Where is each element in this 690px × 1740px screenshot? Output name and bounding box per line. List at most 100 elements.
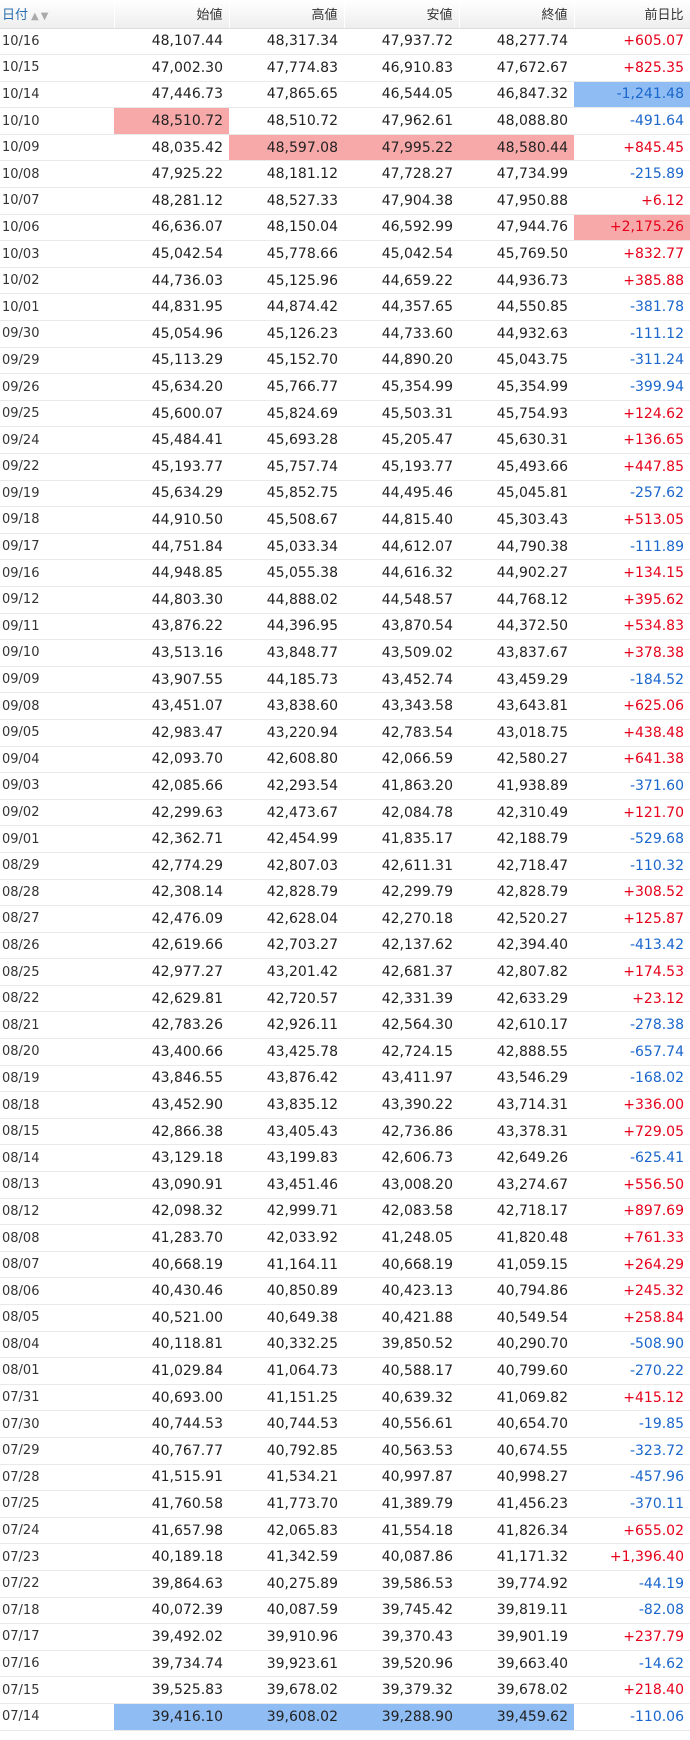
date-cell: 10/02	[0, 267, 114, 295]
date-cell: 07/31	[0, 1384, 114, 1412]
high-cell: 45,766.77	[229, 373, 344, 401]
high-cell: 48,597.08	[229, 134, 344, 162]
open-cell: 41,657.98	[114, 1517, 229, 1545]
date-cell: 09/11	[0, 613, 114, 641]
change-cell: +237.79	[574, 1623, 690, 1651]
date-cell: 10/03	[0, 240, 114, 268]
open-cell: 43,513.16	[114, 639, 229, 667]
high-cell: 48,527.33	[229, 187, 344, 215]
open-cell: 39,525.83	[114, 1676, 229, 1704]
date-cell: 07/14	[0, 1703, 114, 1731]
date-cell: 08/21	[0, 1011, 114, 1040]
low-cell: 44,612.07	[344, 533, 459, 561]
low-cell: 40,668.19	[344, 1251, 459, 1279]
close-cell: 47,944.76	[459, 214, 574, 242]
close-cell: 42,610.17	[459, 1011, 574, 1040]
date-cell: 09/18	[0, 506, 114, 534]
high-cell: 40,649.38	[229, 1304, 344, 1332]
table-row: 08/27 42,476.09 42,628.04 42,270.18 42,520.2…	[0, 905, 690, 933]
close-cell: 43,837.67	[459, 639, 574, 667]
date-cell: 10/15	[0, 54, 114, 82]
low-cell: 47,937.72	[344, 28, 459, 56]
open-column-header[interactable]: 始値	[114, 0, 230, 29]
open-cell: 45,634.20	[114, 373, 229, 401]
close-cell: 45,303.43	[459, 506, 574, 534]
change-cell: +438.48	[574, 719, 690, 747]
low-cell: 44,890.20	[344, 347, 459, 375]
date-cell: 09/26	[0, 373, 114, 401]
close-cell: 44,372.50	[459, 613, 574, 641]
sort-up-down-icon[interactable]: ▲▼	[31, 11, 51, 23]
change-cell: +415.12	[574, 1384, 690, 1412]
change-cell: +825.35	[574, 54, 690, 82]
change-cell: +6.12	[574, 187, 690, 215]
change-cell: +124.62	[574, 400, 690, 428]
open-cell: 43,846.55	[114, 1065, 229, 1093]
table-row: 09/18 44,910.50 45,508.67 44,815.40 45,303.4…	[0, 506, 690, 534]
date-cell: 09/22	[0, 453, 114, 481]
high-column-header[interactable]: 高値	[229, 0, 345, 29]
close-cell: 42,828.79	[459, 879, 574, 907]
close-cell: 43,459.29	[459, 666, 574, 694]
date-cell: 08/04	[0, 1331, 114, 1359]
low-cell: 42,066.59	[344, 746, 459, 774]
close-cell: 42,310.49	[459, 799, 574, 827]
low-cell: 46,544.05	[344, 81, 459, 109]
high-cell: 41,342.59	[229, 1543, 344, 1571]
open-cell: 39,734.74	[114, 1650, 229, 1678]
close-cell: 42,633.29	[459, 985, 574, 1013]
date-column-header[interactable]: 日付 ▲▼	[0, 0, 115, 29]
table-row: 09/02 42,299.63 42,473.67 42,084.78 42,310.4…	[0, 799, 690, 827]
close-cell: 42,520.27	[459, 905, 574, 933]
open-cell: 43,876.22	[114, 613, 229, 641]
table-row: 08/26 42,619.66 42,703.27 42,137.62 42,394.4…	[0, 932, 690, 960]
close-cell: 41,171.32	[459, 1543, 574, 1571]
high-cell: 43,848.77	[229, 639, 344, 667]
open-cell: 43,129.18	[114, 1144, 229, 1173]
open-cell: 43,090.91	[114, 1171, 229, 1199]
change-cell: +308.52	[574, 879, 690, 907]
change-cell: +655.02	[574, 1517, 690, 1545]
date-cell: 09/29	[0, 347, 114, 375]
low-cell: 47,904.38	[344, 187, 459, 215]
high-cell: 42,999.71	[229, 1198, 344, 1226]
high-cell: 48,181.12	[229, 160, 344, 189]
open-cell: 40,189.18	[114, 1543, 229, 1571]
change-cell: +605.07	[574, 28, 690, 56]
close-cell: 43,018.75	[459, 719, 574, 747]
change-cell: -82.08	[574, 1597, 690, 1625]
low-cell: 39,586.53	[344, 1570, 459, 1598]
high-cell: 42,926.11	[229, 1011, 344, 1040]
close-cell: 44,768.12	[459, 586, 574, 614]
high-cell: 43,838.60	[229, 692, 344, 720]
change-column-header[interactable]: 前日比	[574, 0, 690, 29]
close-column-header[interactable]: 終値	[459, 0, 575, 29]
table-row: 07/15 39,525.83 39,678.02 39,379.32 39,678.0…	[0, 1676, 690, 1704]
high-cell: 41,534.21	[229, 1464, 344, 1492]
date-cell: 08/29	[0, 852, 114, 880]
date-cell: 09/04	[0, 746, 114, 774]
close-cell: 42,718.47	[459, 852, 574, 880]
table-row: 08/01 41,029.84 41,064.73 40,588.17 40,799.6…	[0, 1357, 690, 1385]
open-cell: 40,430.46	[114, 1277, 229, 1305]
open-cell: 42,362.71	[114, 825, 229, 853]
high-cell: 39,923.61	[229, 1650, 344, 1678]
open-cell: 39,492.02	[114, 1623, 229, 1651]
low-cell: 39,379.32	[344, 1676, 459, 1704]
low-column-header[interactable]: 安値	[344, 0, 460, 29]
open-cell: 43,400.66	[114, 1038, 229, 1066]
table-row: 07/31 40,693.00 41,151.25 40,639.32 41,069.8…	[0, 1384, 690, 1412]
close-cell: 45,043.75	[459, 347, 574, 375]
date-cell: 08/20	[0, 1038, 114, 1066]
open-cell: 45,042.54	[114, 240, 229, 268]
date-cell: 08/14	[0, 1144, 114, 1173]
table-row: 10/16 48,107.44 48,317.34 47,937.72 48,277.7…	[0, 28, 690, 56]
open-cell: 44,948.85	[114, 559, 229, 587]
low-cell: 44,659.22	[344, 267, 459, 295]
table-row: 07/29 40,767.77 40,792.85 40,563.53 40,674.5…	[0, 1437, 690, 1465]
close-cell: 45,045.81	[459, 480, 574, 508]
open-cell: 40,744.53	[114, 1410, 229, 1438]
change-cell: -110.32	[574, 852, 690, 880]
open-cell: 42,308.14	[114, 879, 229, 907]
